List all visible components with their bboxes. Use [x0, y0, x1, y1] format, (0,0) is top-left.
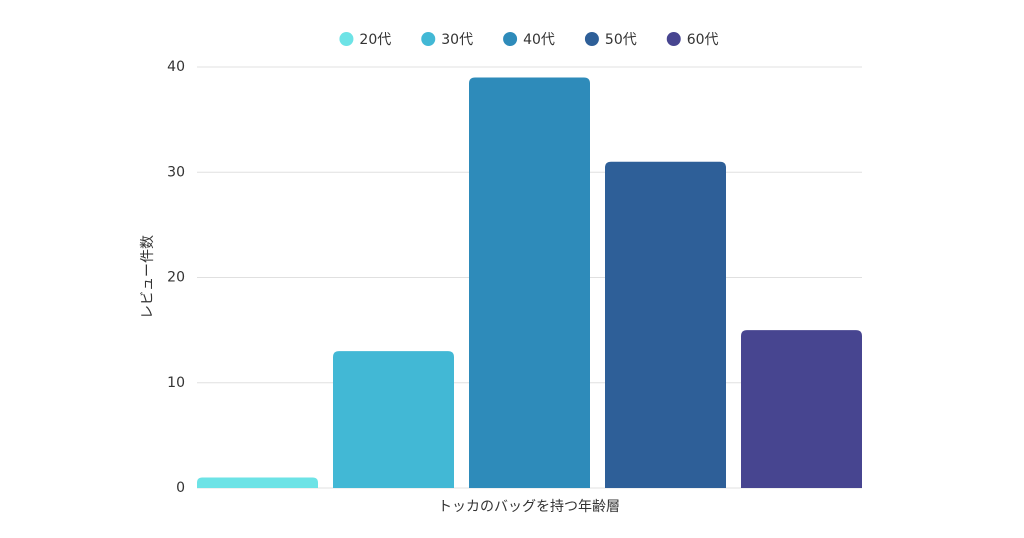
bar — [605, 161, 726, 488]
y-tick-label: 40 — [167, 59, 185, 75]
legend-marker — [503, 32, 518, 46]
legend-label: 50代 — [605, 32, 637, 48]
bar — [333, 351, 454, 488]
legend-label: 60代 — [687, 32, 719, 48]
legend-marker — [421, 32, 436, 46]
y-axis-label: レビュー件数 — [140, 235, 156, 319]
y-tick-label: 0 — [176, 480, 185, 496]
y-tick-label: 30 — [167, 164, 185, 180]
bar — [469, 77, 590, 489]
legend-marker — [584, 32, 599, 46]
y-tick-label: 10 — [167, 375, 185, 391]
legend-marker — [666, 32, 681, 46]
legend-label: 20代 — [359, 32, 391, 48]
y-tick-label: 20 — [167, 270, 185, 286]
x-axis-label: トッカのバッグを持つ年齢層 — [438, 499, 620, 515]
legend-label: 40代 — [523, 32, 555, 48]
bar — [741, 330, 862, 488]
legend-label: 30代 — [441, 32, 473, 48]
legend-marker — [339, 32, 354, 46]
bar — [197, 477, 318, 488]
